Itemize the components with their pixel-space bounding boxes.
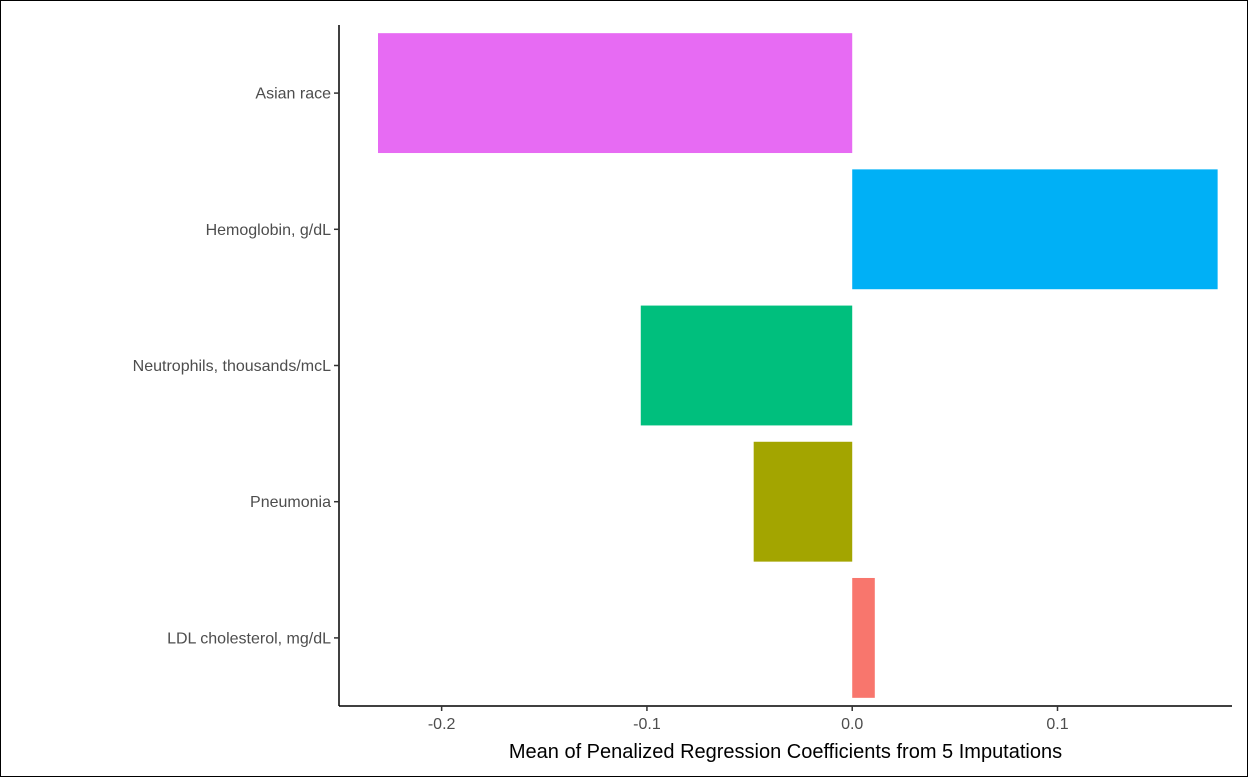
y-tick-label: Asian race bbox=[255, 86, 331, 103]
bar-1 bbox=[852, 169, 1218, 290]
x-axis-title: Mean of Penalized Regression Coefficient… bbox=[509, 741, 1062, 763]
x-tick-label: -0.1 bbox=[633, 716, 661, 733]
bar-2 bbox=[640, 305, 853, 426]
bars-group bbox=[378, 33, 1218, 698]
y-tick-label: Neutrophils, thousands/mcL bbox=[133, 358, 331, 375]
bar-0 bbox=[378, 33, 853, 154]
x-tick-label: 0.0 bbox=[841, 716, 863, 733]
x-tick-label: 0.1 bbox=[1046, 716, 1068, 733]
x-axis-ticks: -0.2 -0.1 0.0 0.1 bbox=[428, 706, 1069, 733]
y-tick-label: LDL cholesterol, mg/dL bbox=[167, 630, 331, 647]
x-tick-label: -0.2 bbox=[428, 716, 456, 733]
y-tick-label: Pneumonia bbox=[250, 494, 331, 511]
bar-4 bbox=[852, 577, 875, 698]
y-axis-ticks: Asian race Hemoglobin, g/dL Neutrophils, t… bbox=[133, 86, 339, 647]
bar-3 bbox=[753, 441, 853, 562]
y-tick-label: Hemoglobin, g/dL bbox=[206, 222, 332, 239]
